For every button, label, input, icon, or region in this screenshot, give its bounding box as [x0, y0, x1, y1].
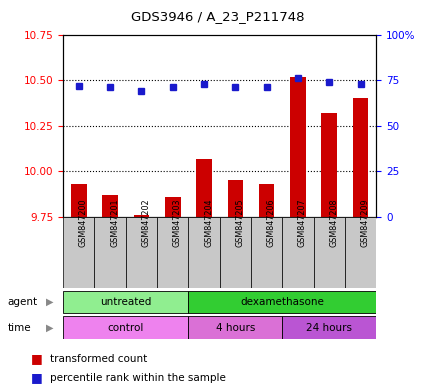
- Text: GSM847205: GSM847205: [235, 198, 244, 247]
- Text: time: time: [8, 323, 31, 333]
- Bar: [196, 159, 211, 217]
- Bar: [63, 291, 188, 313]
- Bar: [133, 215, 149, 217]
- Text: agent: agent: [8, 297, 38, 307]
- Bar: [250, 217, 282, 288]
- Text: GSM847202: GSM847202: [141, 198, 150, 247]
- Text: GSM847208: GSM847208: [329, 199, 338, 247]
- Bar: [227, 180, 243, 217]
- Text: GSM847201: GSM847201: [110, 199, 119, 247]
- Text: control: control: [107, 323, 144, 333]
- Text: ■: ■: [30, 371, 42, 384]
- Text: GSM847209: GSM847209: [360, 198, 369, 247]
- Bar: [188, 316, 282, 339]
- Bar: [157, 217, 188, 288]
- Text: ▶: ▶: [46, 297, 54, 307]
- Bar: [219, 217, 250, 288]
- Text: untreated: untreated: [100, 297, 151, 307]
- Bar: [63, 316, 188, 339]
- Bar: [63, 217, 94, 288]
- Text: 24 hours: 24 hours: [306, 323, 352, 333]
- Bar: [94, 217, 125, 288]
- Text: GSM847200: GSM847200: [79, 199, 88, 247]
- Text: GSM847203: GSM847203: [172, 199, 181, 247]
- Bar: [282, 316, 375, 339]
- Text: GSM847207: GSM847207: [297, 198, 306, 247]
- Bar: [164, 197, 180, 217]
- Text: dexamethasone: dexamethasone: [240, 297, 323, 307]
- Text: transformed count: transformed count: [50, 354, 147, 364]
- Text: GDS3946 / A_23_P211748: GDS3946 / A_23_P211748: [131, 10, 303, 23]
- Bar: [188, 217, 219, 288]
- Text: ▶: ▶: [46, 323, 54, 333]
- Text: GSM847204: GSM847204: [204, 199, 213, 247]
- Bar: [102, 195, 118, 217]
- Text: ■: ■: [30, 352, 42, 365]
- Text: percentile rank within the sample: percentile rank within the sample: [50, 373, 225, 383]
- Bar: [313, 217, 344, 288]
- Bar: [352, 98, 368, 217]
- Bar: [188, 291, 375, 313]
- Bar: [71, 184, 86, 217]
- Text: 4 hours: 4 hours: [215, 323, 254, 333]
- Bar: [344, 217, 375, 288]
- Bar: [125, 217, 157, 288]
- Text: GSM847206: GSM847206: [266, 199, 275, 247]
- Bar: [289, 76, 305, 217]
- Bar: [282, 217, 313, 288]
- Bar: [258, 184, 274, 217]
- Bar: [321, 113, 336, 217]
